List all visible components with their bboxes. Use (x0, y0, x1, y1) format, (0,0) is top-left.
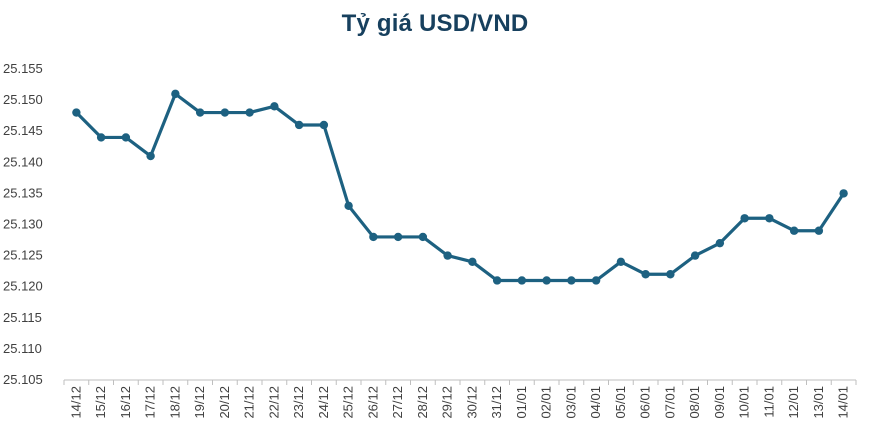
data-point (96, 133, 106, 142)
x-tick-label: 12/01 (786, 386, 801, 419)
x-tick-label: 24/12 (316, 386, 331, 419)
data-point (344, 201, 353, 211)
data-point (270, 102, 279, 111)
data-point (319, 120, 329, 130)
data-point (517, 276, 527, 285)
data-point (567, 276, 576, 285)
x-tick-label: 16/12 (118, 386, 133, 419)
x-tick-label: 01/01 (514, 386, 529, 419)
data-point (666, 270, 675, 279)
x-tick-label: 19/12 (192, 386, 207, 419)
data-point (418, 232, 428, 242)
data-point (740, 214, 749, 223)
x-tick-label: 23/12 (291, 386, 306, 419)
x-tick-label: 22/12 (266, 386, 281, 419)
data-point (839, 189, 848, 198)
x-tick-label: 08/01 (687, 386, 702, 419)
x-tick-label: 15/12 (93, 386, 108, 419)
y-tick-label: 25.105 (3, 372, 43, 387)
data-point (690, 251, 700, 260)
data-point (171, 89, 180, 99)
data-point (294, 120, 304, 130)
y-tick-label: 25.135 (3, 185, 43, 200)
data-point (195, 108, 205, 117)
y-tick-label: 25.155 (3, 61, 43, 76)
data-point (146, 151, 155, 161)
y-tick-label: 25.125 (3, 248, 43, 263)
series-layer (72, 89, 848, 285)
x-tick-label: 03/01 (563, 386, 578, 419)
x-tick-label: 30/12 (464, 386, 479, 419)
data-point (492, 276, 502, 285)
x-tick-label: 17/12 (143, 386, 158, 419)
data-point (542, 276, 551, 285)
x-tick-label: 07/01 (662, 386, 677, 419)
y-tick-label: 25.150 (3, 92, 43, 107)
data-point (616, 257, 626, 267)
x-tick-label: 02/01 (539, 386, 554, 419)
x-tick-label: 05/01 (613, 386, 628, 419)
y-tick-label: 25.140 (3, 154, 43, 169)
data-point (72, 108, 81, 117)
x-axis-labels: 14/12 15/12 16/12 17/12 18/12 19/12 20/12 21/12… (68, 386, 850, 419)
x-tick-label: 14/12 (68, 386, 83, 419)
data-point (220, 108, 230, 117)
x-axis-ticks (63, 380, 857, 385)
x-tick-label: 09/01 (712, 386, 727, 419)
x-tick-label: 26/12 (365, 386, 380, 419)
chart-title: Tỷ giá USD/VND (341, 10, 529, 37)
data-point (715, 238, 725, 248)
data-point (641, 270, 650, 279)
x-tick-label: 27/12 (390, 386, 405, 419)
x-tick-label: 18/12 (167, 386, 182, 419)
x-tick-label: 11/01 (761, 386, 776, 418)
data-point (765, 214, 774, 223)
data-point (814, 226, 824, 235)
y-tick-label: 25.130 (3, 217, 43, 232)
x-tick-label: 28/12 (415, 386, 430, 419)
data-point (443, 251, 452, 260)
x-tick-label: 31/12 (489, 386, 504, 419)
x-tick-label: 13/01 (811, 386, 826, 419)
x-tick-label: 10/01 (737, 386, 752, 419)
x-tick-label: 25/12 (341, 386, 356, 419)
y-tick-label: 25.110 (3, 341, 42, 356)
data-point (393, 232, 403, 242)
data-point (369, 232, 378, 242)
data-point (245, 108, 254, 117)
data-point (789, 226, 799, 235)
series-line (74, 92, 846, 283)
y-tick-label: 25.145 (3, 123, 43, 138)
y-axis-labels: 25.155 25.150 25.145 25.140 25.135 25.130 25.1… (3, 61, 43, 387)
x-tick-label: 14/01 (836, 386, 851, 419)
data-point (121, 133, 131, 142)
data-point (591, 276, 601, 285)
data-point (468, 257, 477, 267)
x-tick-label: 20/12 (217, 386, 232, 419)
x-tick-label: 21/12 (242, 386, 257, 419)
x-tick-label: 04/01 (588, 386, 603, 419)
y-tick-label: 25.120 (3, 279, 43, 294)
y-tick-label: 25.115 (3, 310, 42, 325)
x-tick-label: 06/01 (638, 386, 653, 419)
x-tick-label: 29/12 (440, 386, 455, 419)
